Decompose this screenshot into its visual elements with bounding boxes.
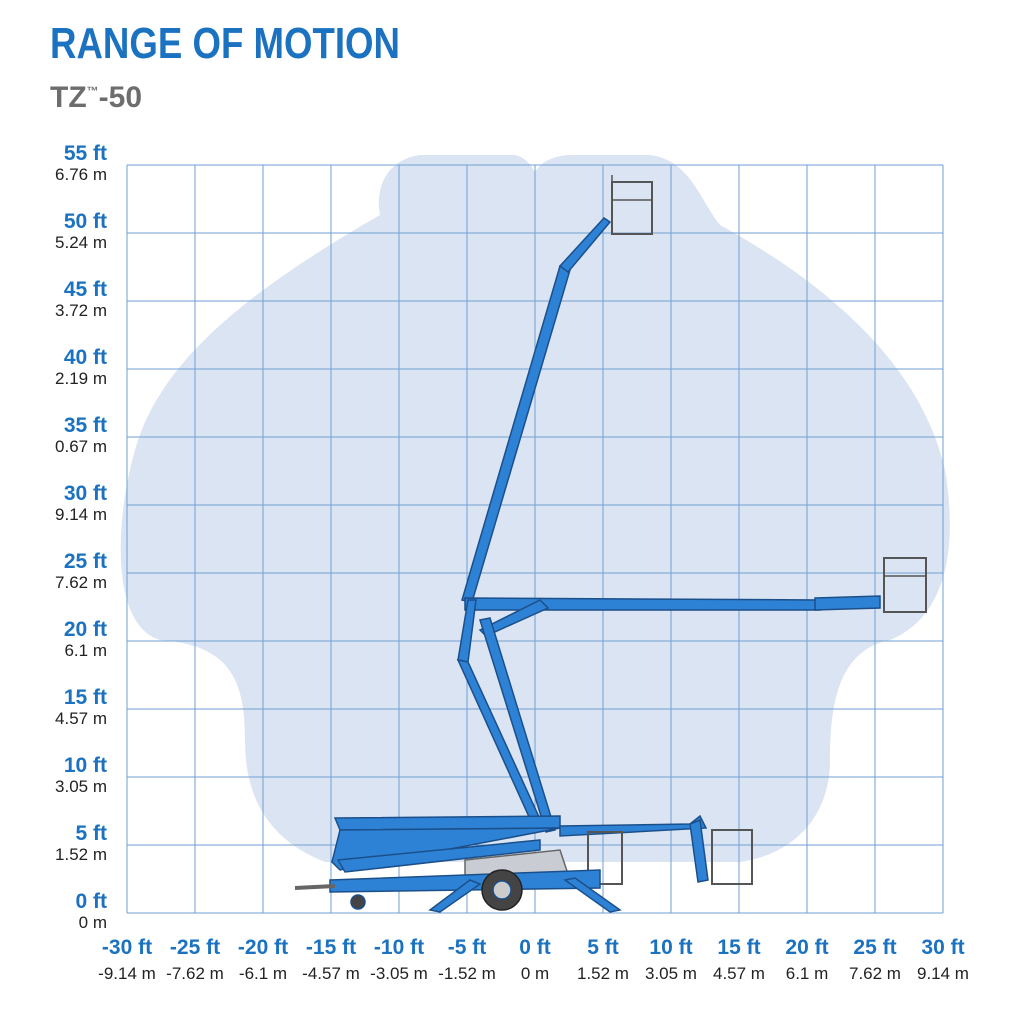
- x-label-m: -1.52 m: [438, 964, 496, 983]
- x-label-ft: -20 ft: [238, 936, 288, 959]
- y-label-m: 6.76 m: [55, 165, 107, 184]
- y-label-ft: 50 ft: [64, 210, 107, 233]
- y-label-m: 3.72 m: [55, 301, 107, 320]
- y-label-ft: 55 ft: [64, 142, 107, 165]
- boom-lift: [294, 175, 927, 913]
- y-label-ft: 45 ft: [64, 278, 107, 301]
- y-label-ft: 15 ft: [64, 686, 107, 709]
- x-label-m: -3.05 m: [370, 964, 428, 983]
- trademark: ™: [87, 84, 99, 98]
- y-label-ft: 0 ft: [76, 890, 108, 913]
- x-label-m: -7.62 m: [166, 964, 224, 983]
- x-label-ft: -10 ft: [374, 936, 424, 959]
- x-label-m: 0 m: [521, 964, 549, 983]
- y-label-m: 0.67 m: [55, 437, 107, 456]
- y-label-m: 9.14 m: [55, 505, 107, 524]
- y-label-m: 5.24 m: [55, 233, 107, 252]
- x-label-m: 1.52 m: [577, 964, 629, 983]
- y-label-m: 0 m: [79, 913, 107, 932]
- y-label-ft: 10 ft: [64, 754, 107, 777]
- title: RANGE OF MOTION: [50, 19, 400, 68]
- y-label-m: 6.1 m: [64, 641, 107, 660]
- x-label-ft: 0 ft: [519, 936, 551, 959]
- y-label-ft: 5 ft: [76, 822, 108, 845]
- y-label-m: 3.05 m: [55, 777, 107, 796]
- y-label-m: 7.62 m: [55, 573, 107, 592]
- x-label-ft: 5 ft: [587, 936, 619, 959]
- y-label-ft: 35 ft: [64, 414, 107, 437]
- x-label-m: 3.05 m: [645, 964, 697, 983]
- y-label-m: 4.57 m: [55, 709, 107, 728]
- x-label-ft: -25 ft: [170, 936, 220, 959]
- x-label-ft: 10 ft: [649, 936, 692, 959]
- x-label-m: -4.57 m: [302, 964, 360, 983]
- y-label-m: 1.52 m: [55, 845, 107, 864]
- x-label-m: 7.62 m: [849, 964, 901, 983]
- model-suffix: -50: [99, 81, 142, 114]
- y-label-ft: 40 ft: [64, 346, 107, 369]
- y-label-m: 2.19 m: [55, 369, 107, 388]
- x-label-ft: -30 ft: [102, 936, 152, 959]
- subtitle: TZ™-50: [50, 81, 142, 114]
- x-label-m: -6.1 m: [239, 964, 287, 983]
- x-label-ft: 30 ft: [921, 936, 964, 959]
- y-label-ft: 30 ft: [64, 482, 107, 505]
- x-label-m: 4.57 m: [713, 964, 765, 983]
- x-label-ft: -5 ft: [448, 936, 487, 959]
- x-label-ft: 25 ft: [853, 936, 896, 959]
- x-label-m: 9.14 m: [917, 964, 969, 983]
- x-label-ft: -15 ft: [306, 936, 356, 959]
- x-label-m: -9.14 m: [98, 964, 156, 983]
- y-label-ft: 20 ft: [64, 618, 107, 641]
- x-label-ft: 15 ft: [717, 936, 760, 959]
- x-label-ft: 20 ft: [785, 936, 828, 959]
- model: TZ: [50, 81, 87, 114]
- x-label-m: 6.1 m: [786, 964, 829, 983]
- y-label-ft: 25 ft: [64, 550, 107, 573]
